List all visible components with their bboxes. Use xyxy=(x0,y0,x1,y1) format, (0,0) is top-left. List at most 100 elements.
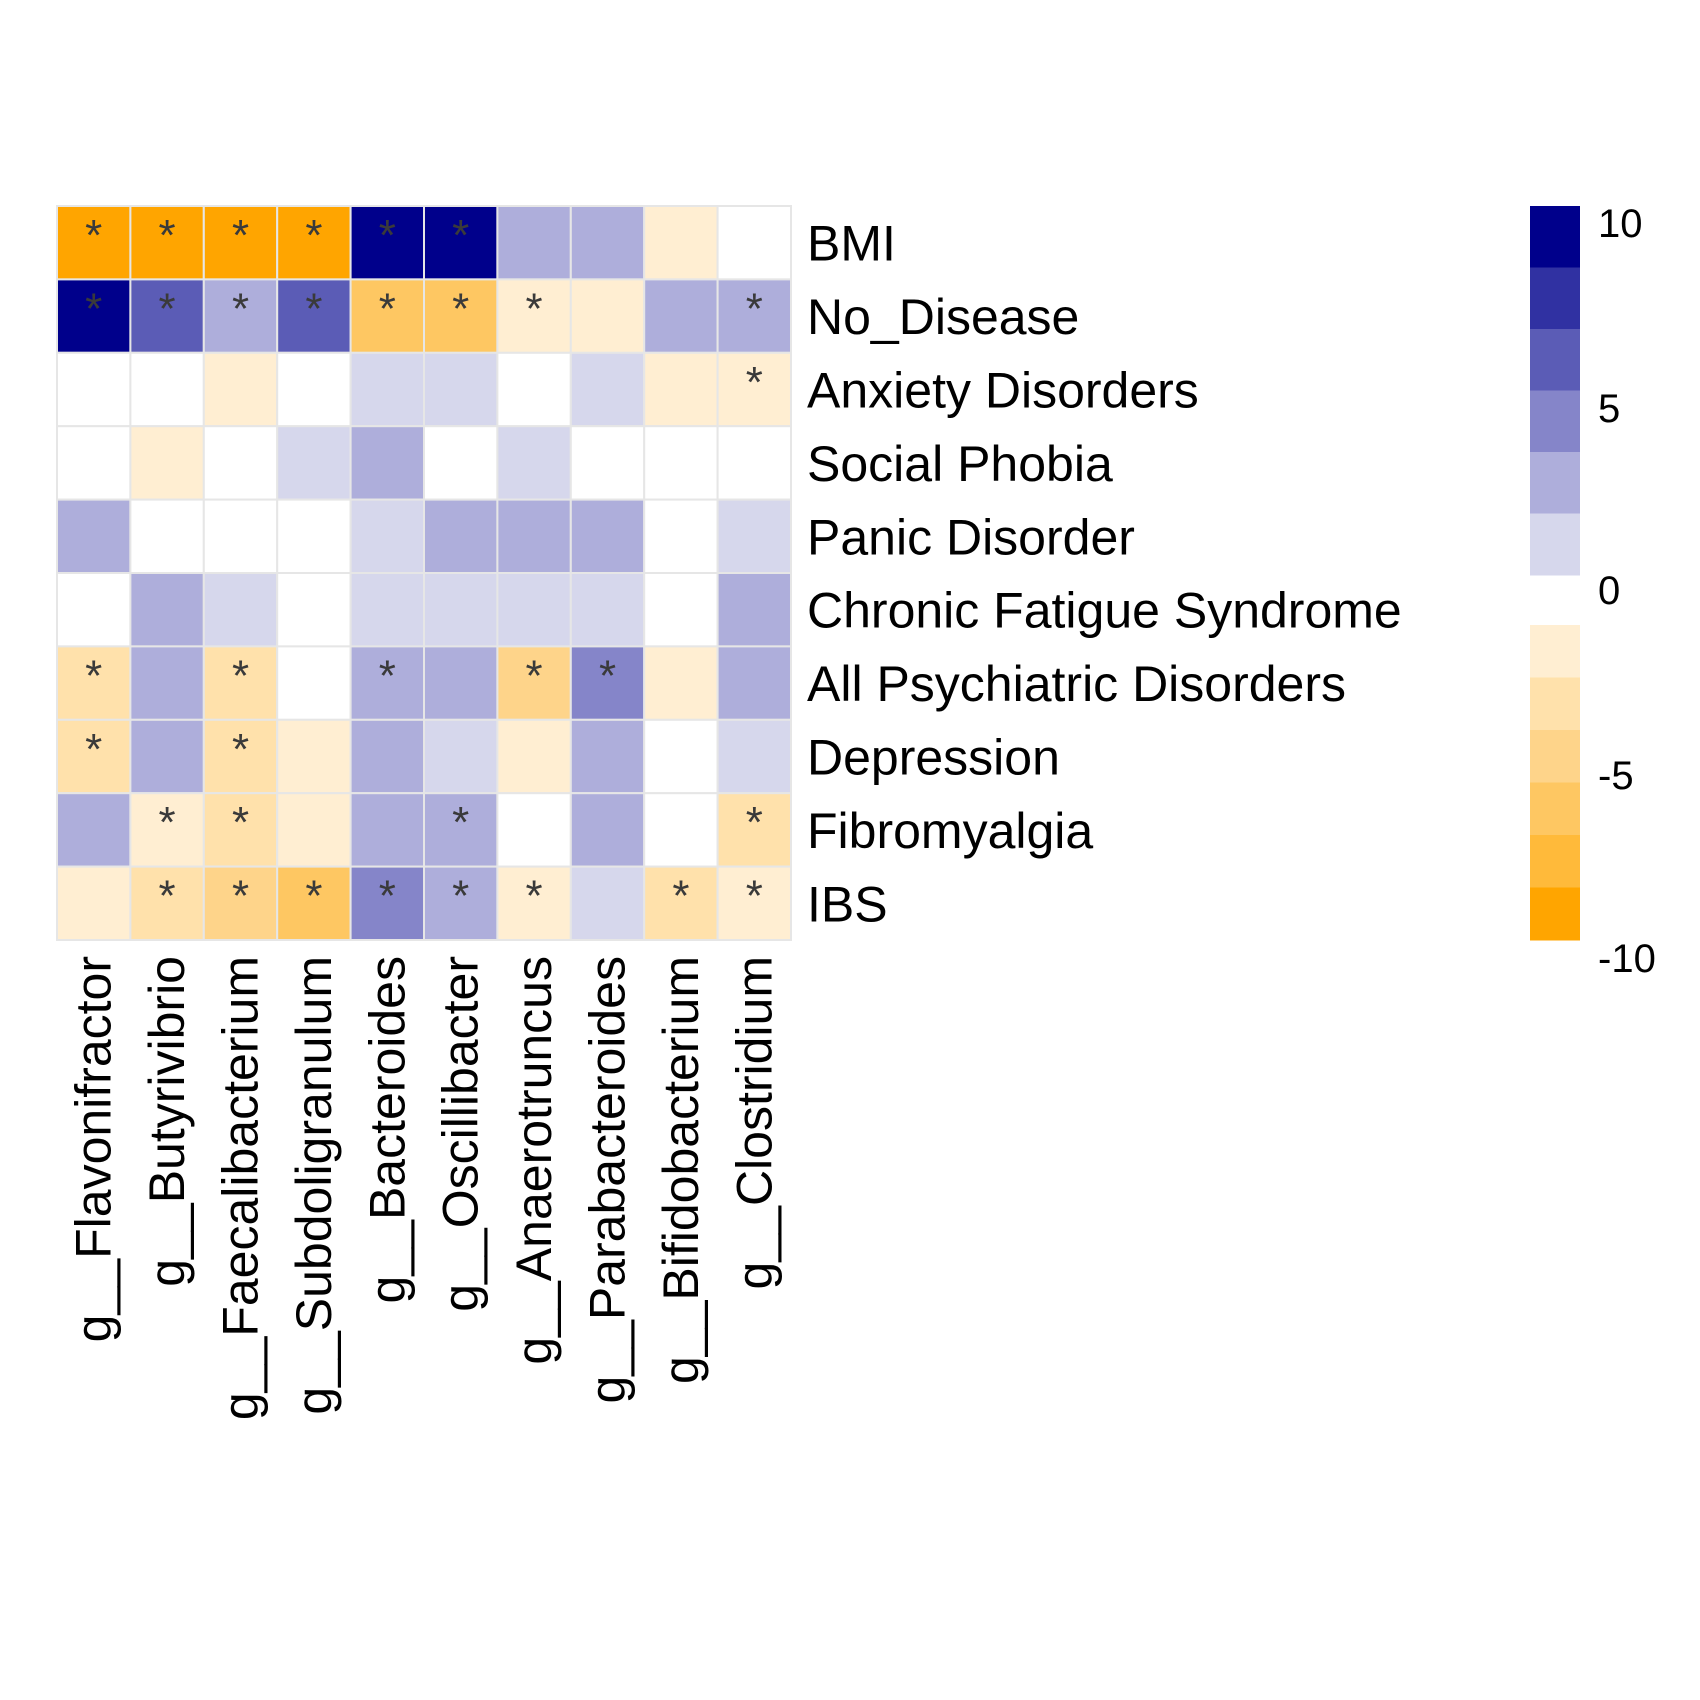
column-label: g__Subdoligranulum xyxy=(286,956,342,1415)
heatmap-cell xyxy=(202,865,279,941)
legend-swatch xyxy=(1530,730,1580,783)
legend-swatch xyxy=(1530,267,1580,330)
significance-star: * xyxy=(232,798,249,847)
legend-swatch xyxy=(1530,452,1580,514)
legend-tick-label: 0 xyxy=(1598,569,1620,613)
heatmap-cells xyxy=(56,205,792,941)
heatmap-cell xyxy=(496,572,572,648)
column-label: g__Bifidobacterium xyxy=(653,956,709,1384)
significance-star: * xyxy=(85,725,102,774)
column-label: g__Anaerotruncus xyxy=(506,956,562,1365)
heatmap-cell xyxy=(569,498,646,575)
heatmap-cell xyxy=(129,572,205,648)
significance-star: * xyxy=(379,284,396,333)
heatmap-cell xyxy=(716,645,792,721)
heatmap-cell xyxy=(496,205,572,281)
heatmap-cell xyxy=(276,498,352,575)
heatmap-cell xyxy=(349,865,426,941)
legend-swatch xyxy=(1530,677,1580,731)
legend-swatch xyxy=(1530,782,1580,836)
heatmap-cell xyxy=(643,498,719,575)
column-label: g__Butyrivibrio xyxy=(139,956,195,1287)
heatmap-cell xyxy=(643,351,719,428)
heatmap-cell xyxy=(643,425,719,501)
legend-tick-label: -5 xyxy=(1598,754,1634,798)
significance-star: * xyxy=(305,211,322,260)
heatmap-cell xyxy=(56,498,132,575)
heatmap-cell xyxy=(496,351,572,428)
row-label: Anxiety Disorders xyxy=(807,363,1199,419)
heatmap-cell xyxy=(202,351,279,428)
significance-star: * xyxy=(305,284,322,333)
significance-star: * xyxy=(159,211,176,260)
column-labels: g__Flavonifractor g__Butyrivibrio g__Faeca… xyxy=(66,956,783,1420)
heatmap-cell xyxy=(56,572,132,648)
heatmap-cell xyxy=(56,792,132,868)
heatmap-cell xyxy=(423,205,499,281)
heatmap-cell xyxy=(276,278,352,354)
significance-star: * xyxy=(232,651,249,700)
heatmap-cell xyxy=(349,572,426,648)
row-label: Fibromyalgia xyxy=(807,803,1093,859)
heatmap-cell xyxy=(56,205,132,281)
legend-swatch xyxy=(1530,513,1580,576)
heatmap-cell xyxy=(276,718,352,795)
heatmap-cell xyxy=(643,792,719,868)
legend-tick-label: -10 xyxy=(1598,937,1656,981)
heatmap-cell xyxy=(569,645,646,721)
heatmap-cell xyxy=(716,498,792,575)
legend-swatch xyxy=(1530,625,1580,678)
significance-star: * xyxy=(85,284,102,333)
significance-star: * xyxy=(746,284,763,333)
significance-star: * xyxy=(526,872,543,921)
significance-star: * xyxy=(305,872,322,921)
heatmap-cell xyxy=(349,792,426,868)
row-label: All Psychiatric Disorders xyxy=(807,656,1346,712)
row-label: Social Phobia xyxy=(807,436,1113,492)
heatmap-cell xyxy=(202,498,279,575)
heatmap-cell xyxy=(56,645,132,721)
legend-swatch xyxy=(1530,390,1580,453)
heatmap-cell xyxy=(423,425,499,501)
heatmap-cell xyxy=(716,425,792,501)
column-label: g__Faecalibacterium xyxy=(213,956,269,1420)
significance-star: * xyxy=(746,798,763,847)
heatmap-cell xyxy=(129,498,205,575)
heatmap-cell xyxy=(129,425,205,501)
row-label: No_Disease xyxy=(807,289,1079,345)
significance-star: * xyxy=(232,725,249,774)
significance-star: * xyxy=(452,798,469,847)
heatmap-cell xyxy=(276,792,352,868)
significance-star: * xyxy=(746,358,763,407)
legend-swatch xyxy=(1530,887,1580,941)
legend-swatch xyxy=(1530,329,1580,391)
column-label: g__Parabacteroides xyxy=(580,956,636,1404)
heatmap-cell xyxy=(423,865,499,941)
heatmap-cell xyxy=(643,572,719,648)
legend-tick-label: 5 xyxy=(1598,387,1620,431)
heatmap-cell xyxy=(349,351,426,428)
heatmap-cell xyxy=(129,205,205,281)
heatmap-cell xyxy=(276,425,352,501)
significance-star: * xyxy=(85,651,102,700)
color-legend: 10 5 0 -5 -10 xyxy=(1530,202,1656,981)
significance-star: * xyxy=(672,872,689,921)
heatmap-cell xyxy=(569,792,646,868)
significance-star: * xyxy=(159,284,176,333)
heatmap-cell xyxy=(56,865,132,941)
significance-star: * xyxy=(526,284,543,333)
heatmap-cell xyxy=(349,498,426,575)
heatmap-cell xyxy=(569,351,646,428)
heatmap-cell xyxy=(716,351,792,428)
column-label: g__Bacteroides xyxy=(359,956,415,1303)
heatmap-cell xyxy=(423,718,499,795)
significance-star: * xyxy=(452,284,469,333)
heatmap-cell xyxy=(423,278,499,354)
column-label: g__Clostridium xyxy=(726,956,782,1289)
heatmap-cell xyxy=(56,425,132,501)
heatmap-cell xyxy=(716,278,792,354)
significance-star: * xyxy=(232,211,249,260)
significance-star: * xyxy=(599,651,616,700)
heatmap-cell xyxy=(276,351,352,428)
